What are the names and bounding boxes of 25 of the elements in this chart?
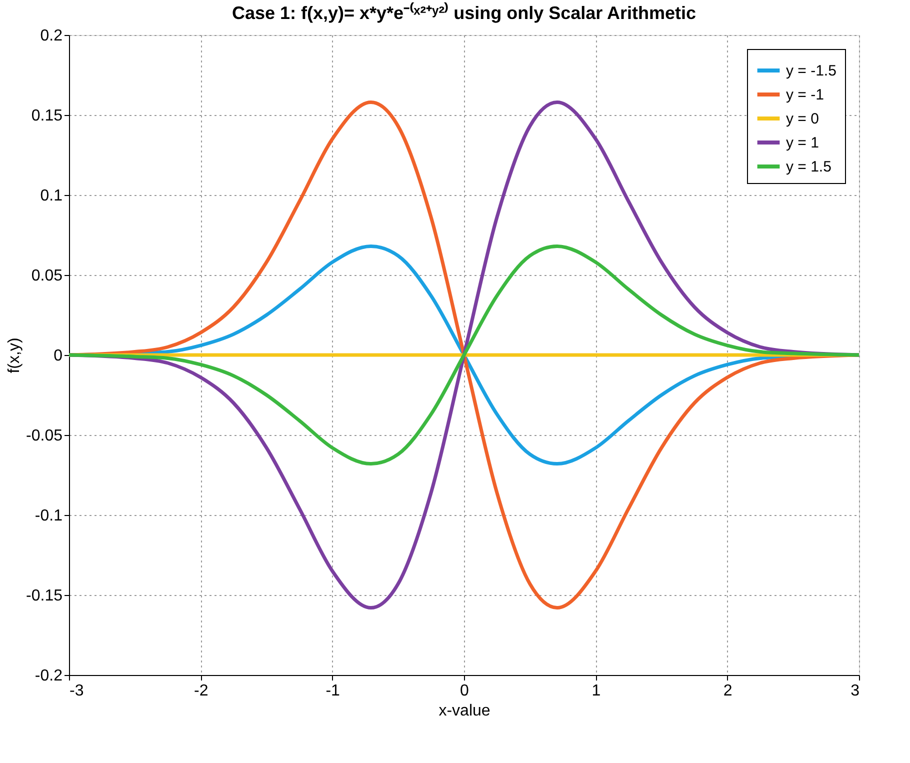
legend-label: y = 1 (786, 134, 819, 152)
y-tick-label: 0.1 (40, 188, 63, 204)
y-tick-label: -0.15 (26, 588, 63, 604)
line-series (69, 244, 859, 466)
x-axis-title: x-value (438, 702, 490, 720)
y-tick-label: -0.1 (34, 508, 63, 524)
y-tick-label: 0 (54, 348, 63, 364)
y-tick-label: -0.2 (34, 668, 63, 684)
y-tick-label: 0.2 (40, 28, 63, 44)
x-tick-label: 1 (592, 682, 601, 700)
x-tick-label: -3 (70, 682, 84, 700)
x-tick-label: 2 (723, 682, 732, 700)
chart-title: Case 1: f(x,y)= x*y*e⁻⁽ˣ²⁺ʸ²⁾ using only Scalar Arithmetic (232, 2, 696, 23)
legend-label: y = -1.5 (786, 62, 836, 80)
x-tick-label: 3 (850, 682, 860, 700)
x-tick-label: -1 (326, 682, 340, 700)
x-tick-label: -2 (194, 682, 208, 700)
y-tick-label: 0.15 (31, 108, 63, 124)
y-tick-label: 0.05 (31, 268, 63, 284)
legend-label: y = -1 (786, 86, 824, 104)
y-tick-label: -0.05 (26, 428, 63, 444)
legend-label: y = 0 (786, 110, 819, 128)
legend-label: y = 1.5 (786, 158, 832, 176)
x-tick-label: 0 (460, 682, 470, 700)
y-axis-title: f(x,y) (6, 338, 24, 374)
